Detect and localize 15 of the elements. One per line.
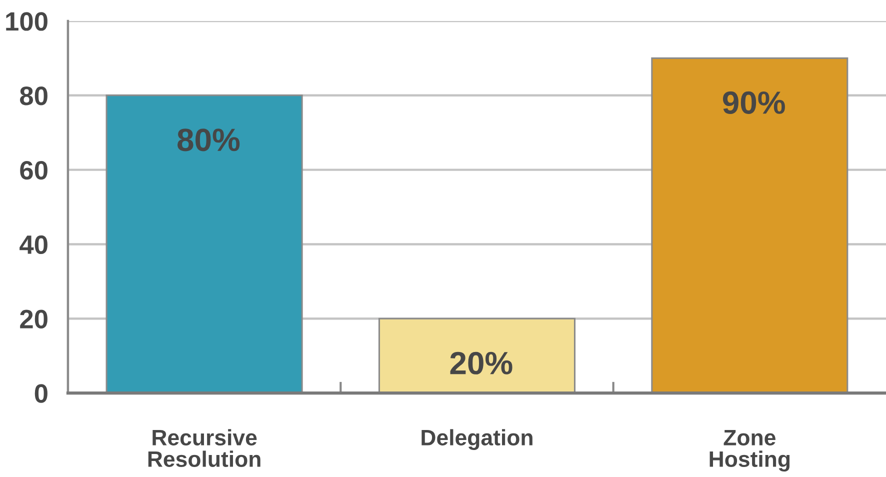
x-tick-label: Delegation [422, 429, 532, 450]
bar [378, 318, 576, 394]
y-tick-label: 80 [20, 86, 48, 106]
y-tick-label: 100 [6, 12, 48, 31]
data-label: 80% [178, 128, 240, 152]
bar [651, 57, 848, 394]
y-tick-label: 0 [34, 384, 48, 403]
data-label: 90% [722, 91, 785, 114]
y-tick-label: 40 [20, 235, 48, 254]
x-tick-label: Recursive Resolution [148, 429, 260, 468]
y-tick-label: 20 [20, 310, 48, 328]
data-label: 20% [450, 352, 512, 374]
y-tick-label: 60 [20, 160, 48, 180]
bar [106, 94, 303, 394]
x-tick-label: Zone Hosting [710, 430, 790, 472]
